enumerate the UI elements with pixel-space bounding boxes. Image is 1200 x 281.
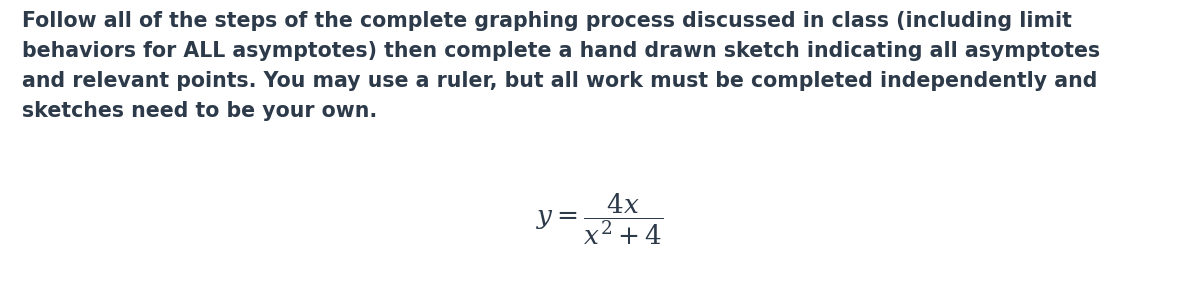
Text: $y = \dfrac{4x}{x^2 + 4}$: $y = \dfrac{4x}{x^2 + 4}$ [536,192,664,247]
Text: Follow all of the steps of the complete graphing process discussed in class (inc: Follow all of the steps of the complete … [22,11,1099,121]
